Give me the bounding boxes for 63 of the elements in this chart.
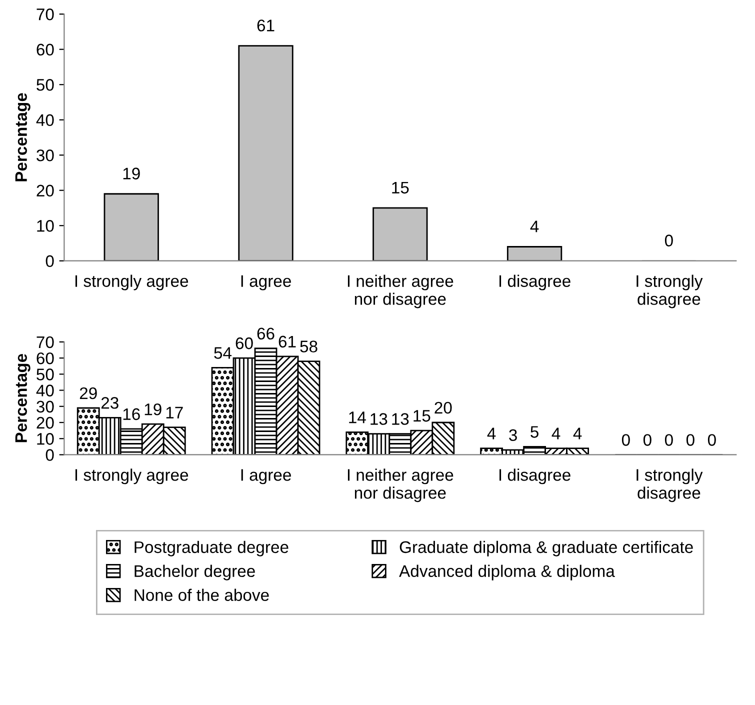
data-label: 20 [434, 402, 452, 414]
legend-label: Bachelor degree [134, 564, 255, 580]
data-label: 0 [643, 434, 652, 446]
y-tick-label: 20 [36, 416, 54, 429]
y-tick-label: 30 [36, 400, 54, 413]
data-label: 15 [414, 410, 430, 422]
legend-label: Graduate diploma & graduate certificate [400, 540, 693, 556]
y-tick-label: 60 [36, 44, 54, 56]
y-tick-label: 30 [36, 150, 54, 162]
legend-label: Advanced diploma & diploma [399, 564, 615, 580]
y-axis-title: Percentage [15, 93, 30, 182]
data-label: 19 [144, 403, 162, 416]
x-tick-label: I agree [241, 275, 291, 290]
data-label: 15 [392, 182, 409, 194]
data-label: 61 [278, 336, 296, 348]
y-tick-label: 10 [37, 433, 54, 445]
data-label: 61 [257, 20, 274, 32]
y-tick-label: 60 [36, 352, 54, 364]
data-label: 3 [509, 429, 517, 442]
x-tick-label: I neither agree nor disagree [348, 468, 454, 502]
data-label: 0 [686, 434, 694, 446]
legend-label: None of the above [134, 588, 269, 601]
y-tick-label: 0 [46, 449, 54, 461]
x-tick-label: I strongly disagree [636, 468, 703, 502]
data-label: 0 [622, 434, 630, 446]
y-tick-label: 50 [36, 79, 54, 91]
data-label: 4 [552, 428, 560, 440]
data-label: 23 [101, 397, 118, 409]
legend-label: Postgraduate degree [134, 540, 288, 556]
data-label: 13 [392, 413, 409, 425]
data-label: 4 [487, 428, 496, 440]
y-tick-label: 70 [36, 336, 54, 348]
y-tick-label: 40 [36, 114, 54, 126]
y-axis-title: Percentage [15, 354, 30, 442]
data-label: 4 [573, 428, 582, 440]
x-tick-label: I neither agree nor disagree [348, 274, 454, 308]
y-tick-label: 40 [36, 384, 54, 396]
data-label: 19 [123, 168, 140, 180]
data-label: 54 [214, 347, 232, 359]
data-label: 66 [257, 328, 274, 340]
data-label: 5 [530, 426, 538, 438]
data-label: 4 [530, 220, 539, 232]
data-label: 13 [370, 413, 388, 425]
y-tick-label: 50 [36, 368, 54, 380]
x-tick-label: I disagree [499, 274, 570, 290]
data-label: 17 [166, 406, 183, 418]
x-tick-label: I strongly agree [75, 468, 188, 484]
y-tick-label: 20 [36, 184, 54, 197]
data-label: 14 [349, 412, 366, 424]
x-tick-label: I disagree [499, 468, 570, 484]
data-label: 58 [300, 340, 318, 352]
data-label: 0 [664, 434, 673, 446]
data-label: 16 [123, 408, 140, 420]
x-tick-label: I strongly disagree [636, 274, 703, 308]
data-label: 0 [664, 234, 673, 246]
data-label: 29 [80, 387, 97, 400]
data-label: 60 [236, 337, 253, 350]
y-tick-label: 0 [46, 255, 54, 268]
data-label: 0 [708, 434, 716, 446]
y-tick-label: 70 [36, 8, 54, 20]
x-tick-label: I strongly agree [75, 274, 188, 290]
y-tick-label: 10 [37, 220, 54, 232]
x-tick-label: I agree [241, 469, 291, 484]
